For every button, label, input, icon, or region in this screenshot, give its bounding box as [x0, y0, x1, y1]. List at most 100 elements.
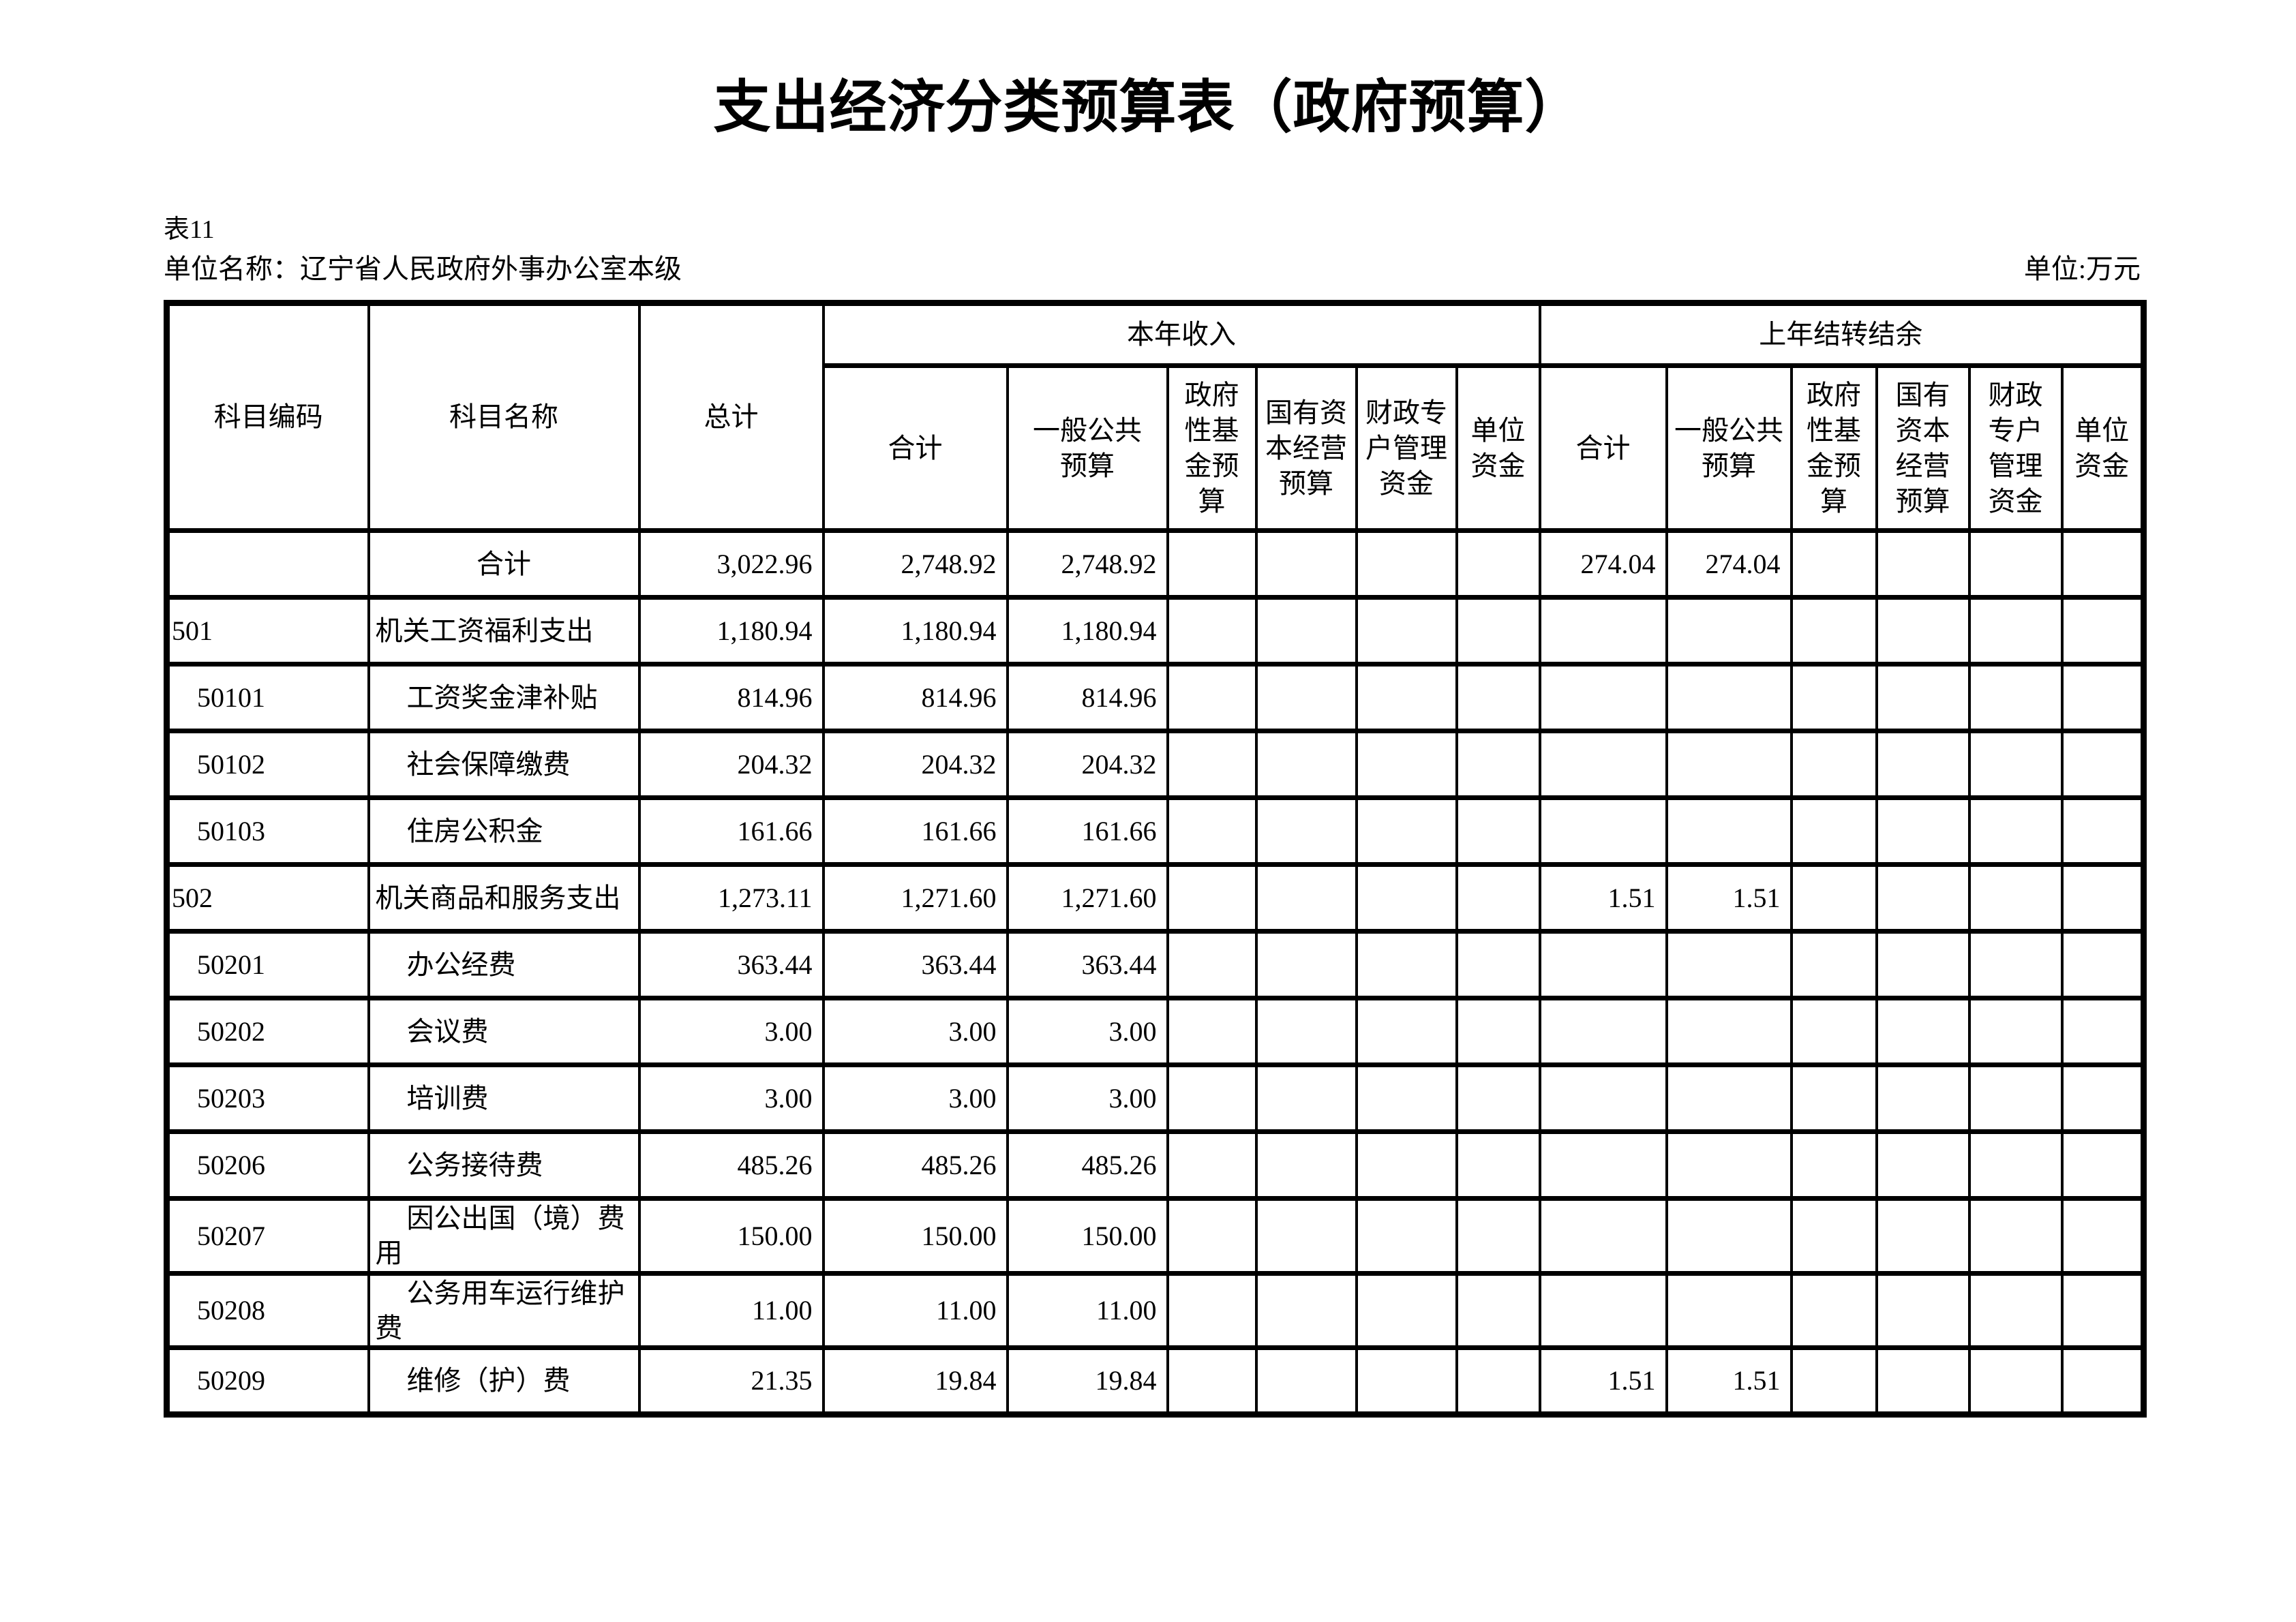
cell-value [1789, 929, 1878, 1001]
cell-value [2060, 1345, 2145, 1417]
cell-value [1355, 1062, 1458, 1135]
cell-value: 204.32 [821, 729, 1009, 801]
cell-value [1455, 1062, 1541, 1135]
cell-value: 1,180.94 [637, 595, 825, 667]
unit-label: 单位:万元 [2023, 254, 2141, 285]
meta-left: 表11 单位名称：辽宁省人民政府外事办公室本级 [164, 211, 682, 289]
cell-value [1355, 795, 1458, 868]
cell-subject-name: 机关工资福利支出 [367, 595, 641, 667]
cell-value [1789, 996, 1878, 1068]
cell-subject-name: 社会保障缴费 [367, 729, 641, 801]
cell-value [1455, 1270, 1541, 1350]
cell-value: 814.96 [821, 662, 1009, 734]
table-row: 50209 维修（护）费 21.35 19.84 19.84 1.51 1.51 [165, 1345, 2145, 1417]
header-cy-govt-fund-budget: 政府 性基 金预 算 [1166, 363, 1258, 534]
header-sub-row: 合计 一般公共 预算 政府 性基 金预 算 国有资 本经营 预算 财政专 户管理… [167, 363, 2145, 534]
cell-value [1967, 729, 2064, 801]
cell-value [1875, 595, 1971, 667]
cell-value [1875, 1345, 1971, 1417]
cell-value: 3.00 [637, 996, 825, 1068]
cell-value: 363.44 [1006, 929, 1169, 1001]
cell-value [2060, 595, 2145, 667]
cell-subject-code: 501 [165, 595, 370, 667]
header-cy-fiscal-special-account: 财政专 户管理 资金 [1355, 363, 1458, 534]
cell-value [1665, 1270, 1793, 1350]
cell-value [2060, 729, 2145, 801]
cell-value: 2,748.92 [1006, 528, 1169, 600]
cell-value: 161.66 [821, 795, 1009, 868]
cell-value [1455, 662, 1541, 734]
cell-value [1254, 1196, 1358, 1276]
cell-value [1166, 1196, 1258, 1276]
cell-value [1166, 1129, 1258, 1202]
cell-value: 3.00 [821, 1062, 1009, 1135]
cell-value: 1,180.94 [1006, 595, 1169, 667]
cell-value [1166, 528, 1258, 600]
cell-value: 3.00 [1006, 996, 1169, 1068]
cell-value: 363.44 [637, 929, 825, 1001]
cell-value [1538, 1196, 1668, 1276]
cell-value [1538, 795, 1668, 868]
cell-value [1538, 729, 1668, 801]
table-row: 50102 社会保障缴费 204.32 204.32 204.32 [165, 729, 2145, 801]
cell-value [1254, 1345, 1358, 1417]
cell-subject-code: 50102 [165, 729, 370, 801]
cell-value [1166, 1062, 1258, 1135]
cell-subject-code: 50208 [165, 1270, 370, 1350]
cell-value: 161.66 [1006, 795, 1169, 868]
cell-value: 3,022.96 [637, 528, 825, 600]
cell-value: 150.00 [637, 1196, 825, 1276]
cell-subject-code [165, 528, 370, 600]
cell-value [2060, 528, 2145, 600]
cell-subject-code: 50101 [165, 662, 370, 734]
cell-value [1166, 862, 1258, 934]
cell-value: 1.51 [1665, 862, 1793, 934]
cell-value [2060, 1196, 2145, 1276]
cell-value [1254, 1270, 1358, 1350]
cell-value [1455, 528, 1541, 600]
cell-value [1355, 528, 1458, 600]
cell-value [2060, 1062, 2145, 1135]
table-row: 50202 会议费 3.00 3.00 3.00 [165, 996, 2145, 1068]
cell-value [1455, 795, 1541, 868]
cell-value [1254, 795, 1358, 868]
cell-value [1455, 1345, 1541, 1417]
cell-subject-name: 公务用车运行维护费 [367, 1270, 641, 1350]
cell-subject-code: 50203 [165, 1062, 370, 1135]
cell-value: 11.00 [1006, 1270, 1169, 1350]
cell-value [1789, 595, 1878, 667]
cell-subject-name: 机关商品和服务支出 [367, 862, 641, 934]
cell-value: 204.32 [637, 729, 825, 801]
cell-subject-name: 公务接待费 [367, 1129, 641, 1202]
table-body: 合计 3,022.96 2,748.92 2,748.92 274.04 274.04 50… [165, 528, 2145, 1417]
header-co-govt-fund-budget: 政府 性基 金预 算 [1789, 363, 1878, 534]
cell-value [1538, 929, 1668, 1001]
cell-value [1967, 662, 2064, 734]
cell-value [1355, 1345, 1458, 1417]
cell-value [1254, 595, 1358, 667]
cell-value: 485.26 [821, 1129, 1009, 1202]
cell-value: 363.44 [821, 929, 1009, 1001]
cell-value [1789, 862, 1878, 934]
cell-value [1455, 862, 1541, 934]
cell-value [1355, 595, 1458, 667]
cell-value [1789, 1062, 1878, 1135]
cell-value [1665, 595, 1793, 667]
header-co-unit-funds: 单位 资金 [2060, 363, 2145, 534]
cell-value [1875, 996, 1971, 1068]
cell-subject-code: 502 [165, 862, 370, 934]
cell-subject-name: 会议费 [367, 996, 641, 1068]
cell-value [1967, 1270, 2064, 1350]
cell-value [1538, 662, 1668, 734]
cell-value: 485.26 [637, 1129, 825, 1202]
cell-value: 814.96 [637, 662, 825, 734]
header-co-state-capital-budget: 国有 资本 经营 预算 [1875, 363, 1971, 534]
cell-value [1967, 1196, 2064, 1276]
table-row: 50206 公务接待费 485.26 485.26 485.26 [165, 1129, 2145, 1202]
cell-value [1254, 1062, 1358, 1135]
page-title: 支出经济分类预算表（政府预算） [713, 76, 1583, 140]
header-cy-unit-funds: 单位 资金 [1455, 363, 1541, 534]
cell-value [1875, 1129, 1971, 1202]
cell-value [1254, 929, 1358, 1001]
